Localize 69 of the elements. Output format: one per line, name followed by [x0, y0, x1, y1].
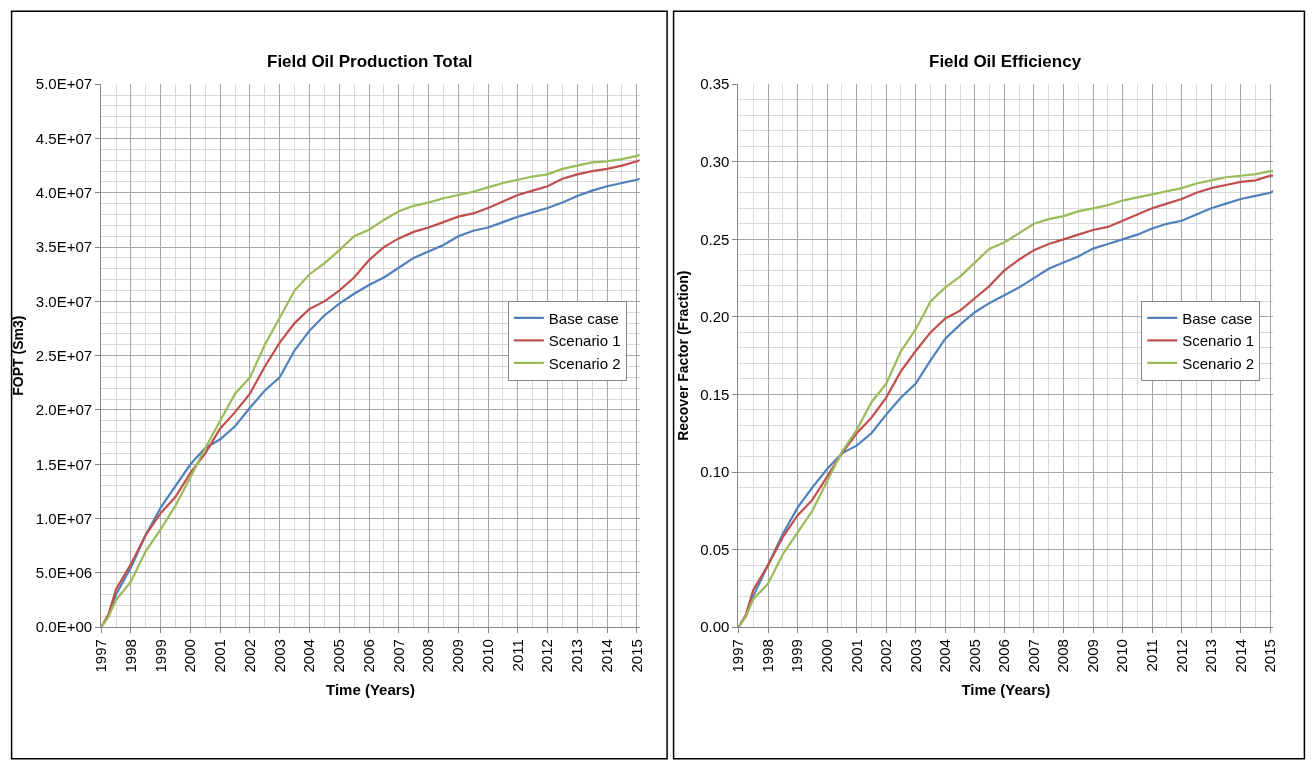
- x-tick-label: 2009: [449, 639, 467, 673]
- legend-label: Base case: [1182, 309, 1253, 327]
- y-tick-label: 2.5E+07: [35, 346, 93, 364]
- x-tick-label: 2015: [627, 639, 645, 673]
- x-tick-label: 2010: [1113, 639, 1131, 673]
- x-axis-title: Time (Years): [961, 680, 1051, 698]
- x-tick-label: 2014: [1231, 639, 1249, 673]
- y-axis-title: Recover Factor (Fraction): [674, 270, 691, 441]
- x-tick-label: 1999: [151, 639, 169, 673]
- x-tick-label: 1999: [788, 639, 806, 673]
- x-tick-label: 2013: [1202, 639, 1220, 673]
- y-tick-label: 0.10: [700, 463, 730, 481]
- chart-title: Field Oil Efficiency: [929, 52, 1082, 71]
- x-tick-label: 2012: [538, 639, 556, 673]
- x-tick-label: 2007: [1024, 639, 1042, 673]
- x-tick-label: 2011: [508, 639, 526, 672]
- y-tick-label: 0.00: [700, 618, 730, 636]
- x-tick-label: 2010: [478, 639, 496, 673]
- x-tick-label: 2005: [965, 639, 983, 673]
- x-tick-label: 2000: [181, 639, 199, 673]
- legend-label: Scenario 1: [1182, 332, 1254, 350]
- x-tick-label: 2011: [1142, 639, 1160, 672]
- x-tick-label: 2001: [847, 639, 865, 673]
- x-tick-label: 2005: [330, 639, 348, 673]
- y-tick-label: 4.5E+07: [35, 129, 93, 147]
- x-tick-label: 2003: [906, 639, 924, 673]
- y-tick-label: 0.35: [700, 75, 730, 93]
- x-tick-label: 2002: [877, 639, 895, 673]
- y-tick-label: 5.0E+07: [35, 75, 93, 93]
- y-tick-label: 1.0E+07: [35, 509, 93, 527]
- y-tick-label: 1.5E+07: [35, 455, 93, 473]
- x-tick-label: 2015: [1261, 639, 1279, 673]
- x-tick-label: 2009: [1083, 639, 1101, 673]
- y-tick-label: 0.25: [700, 230, 730, 248]
- x-axis-title: Time (Years): [326, 680, 415, 698]
- legend-label: Base case: [548, 309, 619, 327]
- y-tick-label: 0.0E+00: [35, 618, 93, 636]
- y-axis-title: FOPT (Sm3): [10, 315, 27, 396]
- y-tick-label: 2.0E+07: [35, 401, 93, 419]
- x-tick-label: 2014: [597, 639, 615, 673]
- x-tick-label: 2007: [389, 639, 407, 673]
- y-tick-label: 3.0E+07: [35, 292, 93, 310]
- x-tick-label: 2006: [359, 639, 377, 673]
- x-tick-label: 2000: [817, 639, 835, 673]
- x-tick-label: 2006: [995, 639, 1013, 673]
- y-tick-label: 4.0E+07: [35, 184, 93, 202]
- y-tick-label: 3.5E+07: [35, 238, 93, 256]
- y-tick-label: 5.0E+06: [35, 564, 93, 582]
- x-tick-label: 2008: [1054, 639, 1072, 673]
- legend-label: Scenario 1: [548, 332, 621, 350]
- x-tick-label: 2003: [270, 639, 288, 673]
- x-tick-label: 2004: [300, 639, 318, 673]
- x-tick-label: 2001: [211, 639, 229, 673]
- x-tick-label: 1998: [758, 639, 776, 673]
- y-tick-label: 0.05: [700, 540, 730, 558]
- legend-label: Scenario 2: [548, 354, 621, 372]
- chart-title: Field Oil Production Total: [267, 52, 473, 71]
- x-tick-label: 1997: [729, 639, 747, 673]
- x-tick-label: 1998: [121, 639, 139, 673]
- y-tick-label: 0.20: [700, 308, 730, 326]
- x-tick-label: 1997: [92, 639, 110, 673]
- x-tick-label: 2013: [568, 639, 586, 673]
- x-tick-label: 2002: [240, 639, 258, 673]
- x-tick-label: 2008: [419, 639, 437, 673]
- y-tick-label: 0.15: [700, 385, 730, 403]
- legend-label: Scenario 2: [1182, 354, 1254, 372]
- y-tick-label: 0.30: [700, 153, 730, 171]
- x-tick-label: 2012: [1172, 639, 1190, 673]
- x-tick-label: 2004: [936, 639, 954, 673]
